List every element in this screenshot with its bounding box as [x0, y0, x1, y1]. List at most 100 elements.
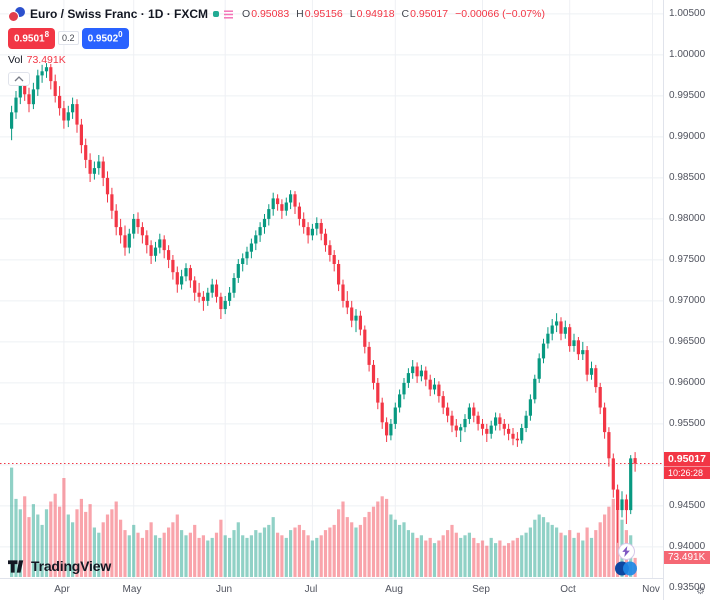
candle[interactable] [398, 389, 402, 413]
candle[interactable] [214, 279, 219, 303]
candle[interactable] [262, 214, 267, 234]
candle[interactable] [219, 292, 223, 319]
candle[interactable] [446, 402, 450, 423]
candle[interactable] [603, 402, 607, 439]
candle[interactable] [459, 423, 463, 442]
gear-icon[interactable]: ⚙ [696, 586, 705, 597]
candle[interactable] [123, 225, 127, 256]
candle[interactable] [337, 259, 341, 292]
candle[interactable] [276, 194, 280, 211]
candle[interactable] [332, 250, 336, 272]
candle[interactable] [345, 291, 349, 315]
candle[interactable] [306, 222, 310, 244]
candle[interactable] [633, 452, 637, 472]
sell-button[interactable]: 0.95018 [8, 28, 56, 49]
candle[interactable] [58, 86, 62, 116]
candle[interactable] [75, 99, 79, 133]
candle[interactable] [62, 100, 66, 129]
candle[interactable] [132, 214, 136, 239]
candle[interactable] [629, 455, 633, 515]
candle[interactable] [380, 397, 384, 429]
candle[interactable] [454, 419, 458, 438]
candle[interactable] [267, 204, 271, 226]
candle[interactable] [432, 378, 437, 395]
candle[interactable] [472, 402, 476, 423]
candle[interactable] [289, 190, 293, 210]
candle[interactable] [385, 417, 389, 442]
candle[interactable] [541, 338, 546, 364]
candle[interactable] [480, 419, 485, 436]
candle[interactable] [119, 218, 123, 244]
candle[interactable] [280, 199, 284, 219]
candle[interactable] [36, 69, 40, 96]
candle[interactable] [31, 82, 35, 110]
candle[interactable] [494, 412, 498, 431]
candle[interactable] [88, 153, 92, 182]
candle[interactable] [371, 360, 376, 390]
candle[interactable] [411, 360, 415, 379]
candle[interactable] [193, 276, 197, 301]
candle[interactable] [49, 64, 53, 90]
candle[interactable] [546, 327, 550, 349]
candle[interactable] [236, 259, 240, 283]
candle[interactable] [607, 427, 611, 467]
candle[interactable] [105, 171, 110, 203]
candle[interactable] [297, 202, 301, 226]
candle[interactable] [319, 218, 323, 241]
candle[interactable] [594, 364, 598, 393]
candle[interactable] [232, 273, 236, 298]
candle[interactable] [559, 317, 563, 341]
candle[interactable] [568, 323, 572, 352]
candle[interactable] [463, 414, 467, 433]
candle[interactable] [507, 423, 511, 441]
candle[interactable] [624, 494, 628, 525]
candle[interactable] [110, 187, 114, 219]
candle[interactable] [171, 255, 175, 280]
candle[interactable] [358, 310, 362, 336]
candle[interactable] [149, 240, 153, 264]
instant-order-button[interactable] [617, 543, 635, 560]
candle[interactable] [188, 264, 192, 288]
legend-list-icon[interactable] [224, 9, 234, 19]
candle[interactable] [153, 241, 158, 262]
candle[interactable] [66, 105, 70, 128]
candle[interactable] [498, 413, 502, 431]
candle[interactable] [393, 402, 397, 429]
candle[interactable] [402, 378, 406, 400]
candle[interactable] [162, 235, 166, 259]
candle[interactable] [354, 309, 358, 333]
candle[interactable] [563, 320, 567, 339]
candle[interactable] [528, 394, 532, 421]
candle[interactable] [406, 368, 410, 388]
candle[interactable] [581, 341, 585, 360]
candle[interactable] [254, 230, 258, 251]
candle[interactable] [350, 300, 354, 328]
candle[interactable] [180, 269, 184, 290]
candle[interactable] [367, 341, 371, 372]
candle[interactable] [210, 278, 214, 298]
candle[interactable] [328, 240, 332, 262]
collapse-legend-button[interactable] [8, 71, 30, 86]
candle[interactable] [44, 63, 49, 78]
candle[interactable] [10, 105, 14, 141]
candle[interactable] [92, 161, 96, 180]
candle[interactable] [611, 453, 615, 498]
candle[interactable] [27, 87, 31, 113]
candle[interactable] [315, 217, 319, 236]
candle[interactable] [572, 333, 576, 352]
candle[interactable] [302, 212, 306, 234]
candle[interactable] [14, 91, 18, 119]
candle[interactable] [114, 204, 118, 236]
candle[interactable] [533, 374, 537, 404]
candle[interactable] [184, 263, 188, 282]
candle[interactable] [249, 238, 253, 259]
candle[interactable] [363, 325, 367, 354]
candle[interactable] [616, 484, 620, 543]
candle[interactable] [145, 230, 149, 254]
candle[interactable] [376, 378, 380, 410]
candle[interactable] [589, 361, 594, 380]
price-axis[interactable]: 0.95017 10:26:28 73.491K ⚙ 1.00500 1.0000… [663, 0, 710, 600]
candle[interactable] [437, 381, 441, 403]
candle[interactable] [450, 410, 454, 433]
candle[interactable] [310, 223, 314, 241]
